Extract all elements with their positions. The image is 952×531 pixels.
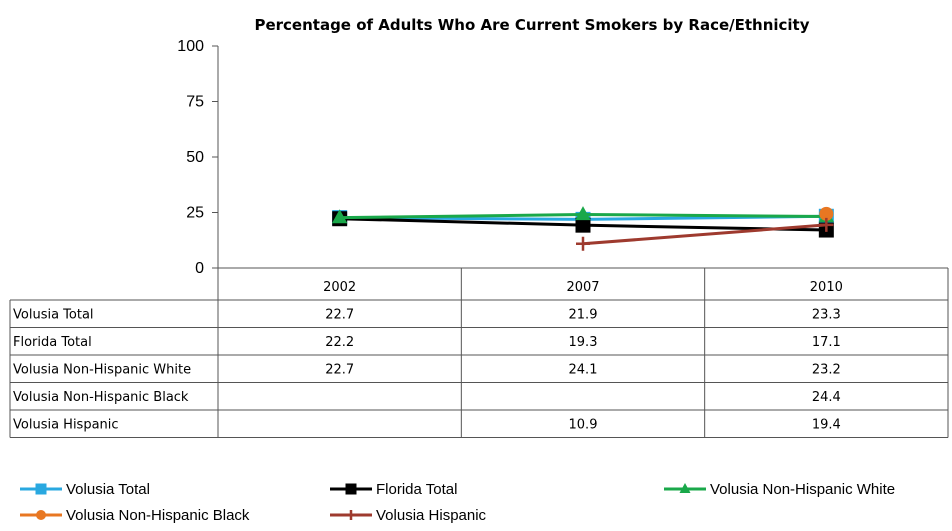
legend-item-volusia-hispanic: Volusia Hispanic [330, 507, 487, 524]
data-point [331, 209, 348, 224]
legend-item-volusia-total: Volusia Total [20, 481, 150, 498]
table-row-label-volusia-non-hispanic-white: Volusia Non-Hispanic White [13, 363, 191, 378]
data-label: 22.2 [325, 335, 354, 350]
table-row-label-florida-total: Florida Total [13, 335, 92, 350]
legend-marker [35, 483, 47, 495]
legend-label: Florida Total [376, 481, 457, 498]
legend-marker [679, 483, 691, 493]
series-line [582, 223, 827, 246]
data-point [819, 217, 834, 232]
legend-marker [345, 483, 357, 495]
data-label: 22.7 [325, 308, 354, 323]
data-label: 10.9 [569, 418, 598, 433]
legend-marker [346, 510, 356, 520]
series-volusia-non-hispanic-black [819, 206, 834, 221]
legend-label: Volusia Non-Hispanic Black [66, 507, 250, 524]
y-tick-label: 25 [186, 205, 204, 222]
legend-item-volusia-non-hispanic-black: Volusia Non-Hispanic Black [20, 507, 250, 524]
legend: Volusia Total Florida Total Volusia Non-Hi… [20, 481, 895, 524]
data-label: 17.1 [812, 335, 841, 350]
plot-area [331, 206, 835, 251]
data-table: 2002 2007 2010 Volusia Total 22.7 21.9 23.3 Flo… [9, 267, 949, 438]
data-label: 24.1 [569, 363, 598, 378]
legend-marker [36, 510, 46, 520]
data-point [819, 206, 834, 221]
data-point [576, 236, 590, 251]
legend-item-florida-total: Florida Total [330, 481, 457, 498]
data-point [575, 217, 591, 233]
data-label: 23.3 [812, 308, 841, 323]
legend-label: Volusia Non-Hispanic White [710, 481, 895, 498]
legend-label: Volusia Total [66, 481, 150, 498]
table-row-label-volusia-non-hispanic-black: Volusia Non-Hispanic Black [13, 390, 189, 405]
data-label: 19.3 [569, 335, 598, 350]
y-tick-label: 0 [195, 260, 204, 277]
series-volusia-hispanic [576, 217, 834, 251]
x-tick-label: 2010 [810, 280, 843, 295]
chart-title: Percentage of Adults Who Are Current Smo… [254, 16, 809, 34]
data-label: 21.9 [569, 308, 598, 323]
y-tick-label: 100 [177, 38, 204, 55]
data-label: 22.7 [325, 363, 354, 378]
data-label: 23.2 [812, 363, 841, 378]
legend-item-volusia-non-hispanic-white: Volusia Non-Hispanic White [664, 481, 895, 498]
legend-label: Volusia Hispanic [376, 507, 487, 524]
y-tick-label: 50 [186, 149, 204, 166]
data-label: 19.4 [812, 418, 841, 433]
data-label: 24.4 [812, 390, 841, 405]
data-point [575, 206, 591, 221]
table-row-label-volusia-hispanic: Volusia Hispanic [13, 418, 119, 433]
y-tick-label: 75 [186, 94, 204, 111]
y-axis: 0 25 50 75 100 [177, 38, 219, 277]
table-row-label-volusia-total: Volusia Total [13, 308, 94, 323]
x-tick-label: 2007 [566, 280, 599, 295]
x-tick-label: 2002 [323, 280, 356, 295]
